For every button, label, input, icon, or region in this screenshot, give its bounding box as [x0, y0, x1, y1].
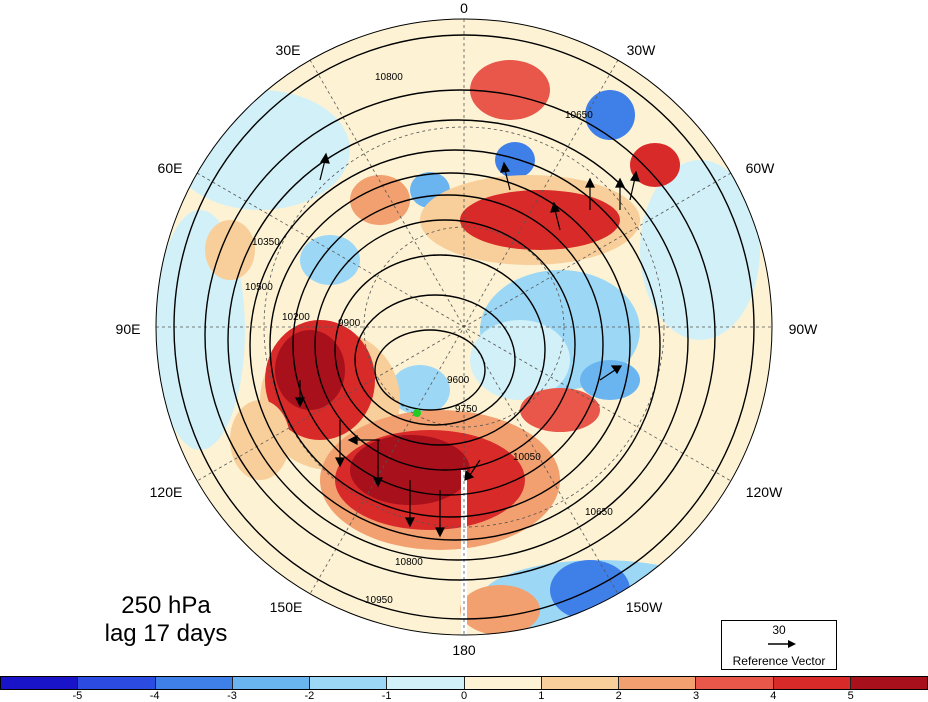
height-contours	[173, 34, 755, 620]
reference-vector-value: 30	[772, 623, 786, 637]
contour-label: 10650	[565, 110, 593, 121]
anomaly-field	[156, 19, 772, 635]
lon-label-180: 180	[452, 642, 476, 658]
contour-label-group: 10800 10650 10500 10350 10200 10050 9900…	[245, 72, 613, 606]
colorbar-tick-label: 5	[847, 690, 854, 702]
colorbar-swatch	[232, 677, 310, 689]
contour-label: 9900	[338, 318, 361, 329]
colorbar-tick-label: -2	[304, 690, 315, 702]
reference-arrow-icon	[768, 640, 796, 648]
colorbar-swatch	[310, 677, 388, 689]
colorbar-swatch	[78, 677, 156, 689]
colorbar-swatch	[619, 677, 697, 689]
contour-label: 10050	[513, 452, 541, 463]
graticule	[156, 19, 772, 635]
lon-label-120w: 120W	[745, 484, 783, 500]
colorbar-tick-label: -3	[227, 690, 237, 702]
contour-label: 9750	[455, 404, 478, 415]
lon-label-120e: 120E	[149, 484, 183, 500]
colorbar-swatch	[541, 677, 619, 689]
colorbar-tick-label: 3	[692, 690, 700, 702]
wave-activity-vectors	[295, 152, 640, 538]
map-title: 250 hPa lag 17 days	[86, 592, 246, 648]
contour-label: 10500	[245, 282, 273, 293]
lon-label-150w: 150W	[625, 599, 663, 615]
lon-label-30e: 30E	[275, 42, 301, 58]
colorbar-swatch	[696, 677, 774, 689]
colorbar-tick-label: -1	[381, 690, 392, 702]
contour-label: 10650	[585, 507, 613, 518]
colorbar-tick-label: -4	[149, 690, 160, 702]
title-lag: lag 17 days	[104, 620, 228, 647]
colorbar-swatch	[1, 677, 79, 689]
reference-vector-caption: Reference Vector	[732, 654, 826, 668]
lon-label-60w: 60W	[745, 160, 775, 176]
colorbar-swatch	[387, 677, 465, 689]
colorbar-swatch	[773, 677, 851, 689]
contour-label: 9600	[447, 375, 470, 386]
lon-label-30w: 30W	[626, 42, 656, 58]
colorbar-swatch	[464, 677, 542, 689]
contour-label: 10800	[395, 557, 423, 568]
contour-label: 10200	[282, 312, 310, 323]
contour-label: 10350	[252, 237, 280, 248]
colorbar-swatch	[155, 677, 233, 689]
contour-label: 10950	[365, 595, 393, 606]
colorbar-tick-label: 2	[615, 690, 622, 702]
colorbar-tick-label: -5	[72, 690, 83, 702]
title-level: 250 hPa	[121, 592, 211, 619]
lon-label-60e: 60E	[157, 160, 183, 176]
lon-label-90e: 90E	[115, 321, 141, 337]
lon-label-0: 0	[460, 0, 468, 16]
colorbar-tick-label: 0	[460, 690, 468, 702]
reference-vector-box: 30 Reference Vector	[721, 620, 837, 670]
colorbar	[0, 676, 928, 690]
colorbar-swatch	[850, 677, 927, 689]
lon-label-150e: 150E	[269, 599, 303, 615]
contour-label: 10800	[375, 72, 403, 83]
colorbar-tick-label: 1	[538, 690, 545, 702]
location-marker	[413, 409, 421, 417]
colorbar-tick-label: 4	[770, 690, 777, 702]
lon-label-90w: 90W	[788, 321, 818, 337]
map-border	[155, 18, 773, 636]
